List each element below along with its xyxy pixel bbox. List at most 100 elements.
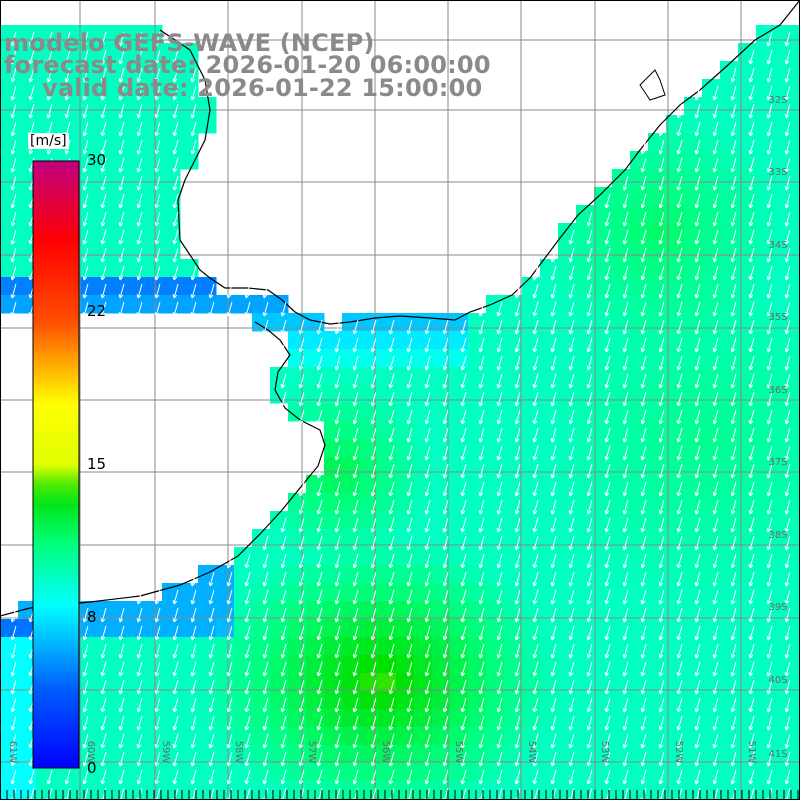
wind-arrow-shaft xyxy=(137,679,143,695)
wind-arrow-head xyxy=(713,240,718,245)
wind-arrow-head xyxy=(424,653,427,659)
wind-arrow-head xyxy=(712,257,715,263)
wind-arrow-head xyxy=(478,617,481,623)
wind-arrow-head xyxy=(407,384,412,389)
wind-arrow-head xyxy=(442,383,445,389)
wind-arrow-shaft xyxy=(371,553,377,569)
wind-arrow-shaft xyxy=(785,409,791,425)
wind-arrow-head xyxy=(730,167,733,173)
wind-arrow-head xyxy=(784,131,787,137)
wind-arrow-shaft xyxy=(335,463,341,479)
wind-arrow-head xyxy=(371,564,376,569)
wind-arrow-shaft xyxy=(605,301,611,317)
wind-arrow-shaft xyxy=(767,391,773,407)
wind-arrow-shaft xyxy=(677,409,683,425)
wind-arrow-head xyxy=(118,239,121,245)
wind-arrow-head xyxy=(407,366,412,371)
wind-arrow-head xyxy=(568,509,571,515)
wind-arrow-head xyxy=(784,419,787,425)
wind-arrow-shaft xyxy=(659,607,665,623)
wind-arrow-head xyxy=(101,96,106,101)
wind-arrow-head xyxy=(479,582,484,587)
wind-arrow-shaft xyxy=(587,625,593,641)
wind-arrow-head xyxy=(10,275,13,281)
wind-arrow-head xyxy=(730,293,733,299)
wind-arrow-head xyxy=(155,240,160,245)
wind-arrow-shaft xyxy=(731,715,737,731)
wind-arrow-shaft xyxy=(371,409,377,425)
wind-arrow-shaft xyxy=(407,715,413,731)
wind-arrow-head xyxy=(640,581,643,587)
wind-arrow-head xyxy=(299,546,304,551)
wind-arrow-head xyxy=(695,492,700,497)
wind-arrow-head xyxy=(712,221,715,227)
wind-arrow-shaft xyxy=(749,265,755,281)
wind-arrow-head xyxy=(784,455,787,461)
wind-arrow-head xyxy=(640,689,643,695)
wind-arrow-head xyxy=(352,383,355,389)
wind-arrow-head xyxy=(100,275,103,281)
wind-arrow-shaft xyxy=(605,391,611,407)
wind-arrow-head xyxy=(587,474,592,479)
wind-arrow-head xyxy=(586,509,589,515)
wind-arrow-shaft xyxy=(677,193,683,209)
wind-arrow-shaft xyxy=(695,247,701,263)
wind-arrow-head xyxy=(316,689,319,695)
wind-arrow-head xyxy=(641,240,646,245)
wind-arrow-head xyxy=(587,384,592,389)
wind-arrow-head xyxy=(659,456,664,461)
wind-arrow-head xyxy=(83,168,88,173)
wind-arrow-head xyxy=(731,474,736,479)
wind-arrow-head xyxy=(137,690,142,695)
wind-arrow-head xyxy=(82,671,85,677)
wind-arrow-head xyxy=(424,689,427,695)
wind-arrow-shaft xyxy=(497,301,503,317)
wind-arrow-head xyxy=(730,743,733,749)
wind-arrow-head xyxy=(118,149,121,155)
wind-arrow-head xyxy=(587,690,592,695)
wind-arrow-shaft xyxy=(191,625,197,641)
wind-arrow-head xyxy=(425,330,430,335)
wind-arrow-shaft xyxy=(767,283,773,299)
wind-arrow-shaft xyxy=(533,679,539,695)
wind-arrow-head xyxy=(442,455,445,461)
wind-arrow-head xyxy=(713,708,718,713)
wind-arrow-head xyxy=(604,401,607,407)
wind-arrow-head xyxy=(82,707,85,713)
wind-arrow-head xyxy=(622,527,625,533)
wind-arrow-shaft xyxy=(389,553,395,569)
wind-arrow-head xyxy=(749,330,754,335)
wind-arrow-shaft xyxy=(713,607,719,623)
wind-arrow-shaft xyxy=(659,589,665,605)
wind-arrow-head xyxy=(497,726,502,731)
wind-arrow-head xyxy=(29,60,34,65)
wind-arrow-shaft xyxy=(785,283,791,299)
wind-arrow-head xyxy=(227,564,232,569)
wind-arrow-shaft xyxy=(281,589,287,605)
wind-arrow-shaft xyxy=(281,661,287,677)
wind-arrow-head xyxy=(532,617,535,623)
wind-arrow-head xyxy=(767,366,772,371)
wind-arrow-head xyxy=(532,653,535,659)
speed-cell xyxy=(792,151,800,170)
wind-arrow-shaft xyxy=(83,31,89,47)
wind-arrow-shaft xyxy=(479,481,485,497)
wind-arrow-head xyxy=(659,708,664,713)
wind-arrow-head xyxy=(551,438,556,443)
wind-arrow-shaft xyxy=(605,211,611,227)
wind-arrow-head xyxy=(460,455,463,461)
wind-arrow-head xyxy=(749,564,754,569)
wind-arrow-shaft xyxy=(731,445,737,461)
wind-arrow-shaft xyxy=(389,733,395,749)
wind-arrow-head xyxy=(640,743,643,749)
wind-arrow-head xyxy=(713,510,718,515)
wind-arrow-shaft xyxy=(47,67,53,83)
wind-arrow-shaft xyxy=(749,121,755,137)
wind-arrow-head xyxy=(730,239,733,245)
wind-arrow-shaft xyxy=(695,427,701,443)
wind-arrow-shaft xyxy=(749,625,755,641)
wind-arrow-head xyxy=(677,510,682,515)
wind-arrow-head xyxy=(478,653,481,659)
wind-arrow-shaft xyxy=(677,337,683,353)
